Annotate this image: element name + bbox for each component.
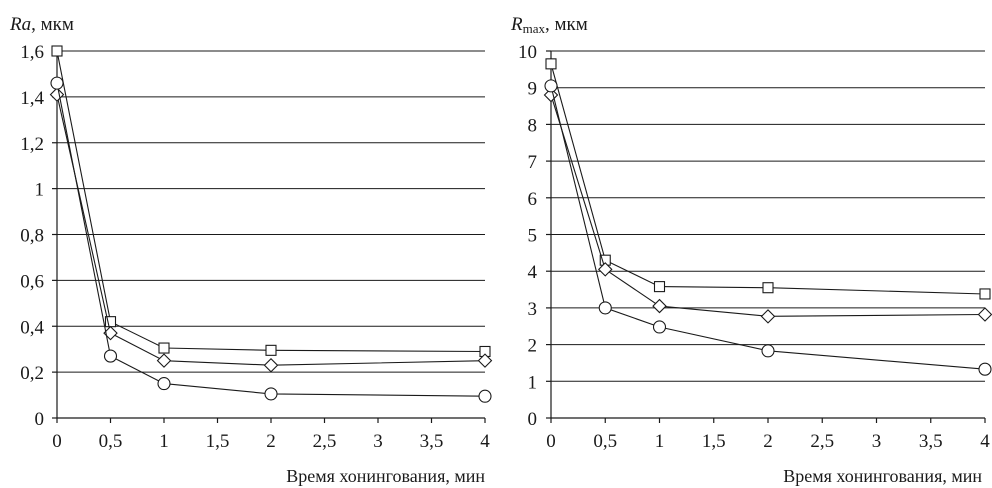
- x-tick-label: 2: [763, 431, 773, 452]
- y-tick-label: 1: [35, 180, 45, 201]
- x-tick-label: 2: [266, 431, 276, 452]
- x-tick-label: 3: [872, 431, 882, 452]
- data-point-circle: [264, 387, 278, 401]
- y-tick-label: 0,4: [20, 317, 44, 338]
- x-axis-label: Время хонингования, мин: [286, 466, 485, 486]
- x-tick-label: 3,5: [919, 431, 943, 452]
- y-tick-label: 0,8: [20, 226, 44, 247]
- chart-ra: 0 0,2 0,4 0,6 0,8 1 1,2 1,4 1,6 0 0,5 1 1,5 2 2,5 3 3,5 4…: [9, 14, 493, 486]
- y-tick-label: 1: [528, 372, 538, 393]
- data-point-diamond: [263, 357, 279, 373]
- data-point-diamond: [597, 262, 613, 277]
- chart-rmax: 0 1 2 3 4 5 6 7 8 9 10 0 0,5 1 1,5 2 2,5 3 3,5 4 Rmax, мкм Вр…: [510, 14, 992, 486]
- y-axis-label-unit: , мкм: [31, 14, 74, 35]
- series-line-circle: [550, 85, 986, 370]
- x-tick-label: 4: [480, 431, 490, 452]
- x-tick-label: 1,5: [206, 431, 230, 452]
- series-line-square: [56, 50, 486, 353]
- data-point-diamond: [103, 325, 118, 341]
- x-tick-label: 1: [159, 431, 169, 452]
- series-line-square: [550, 63, 986, 295]
- y-tick-label: 1,2: [20, 134, 44, 155]
- y-axis-label-symbol: R: [510, 14, 523, 35]
- x-tick-label: 2,5: [313, 431, 337, 452]
- x-tick-label: 0,5: [99, 431, 123, 452]
- data-point-square: [653, 281, 666, 293]
- y-tick-label: 2: [528, 336, 538, 357]
- x-tick-label: 2,5: [810, 431, 834, 452]
- y-tick-label: 0: [528, 409, 538, 430]
- data-point-square: [545, 58, 557, 70]
- y-axis-label-unit: , мкм: [545, 14, 588, 35]
- data-point-diamond: [977, 307, 992, 322]
- y-tick-label: 9: [528, 79, 538, 100]
- data-point-circle: [50, 76, 64, 90]
- data-point-square: [979, 288, 991, 300]
- x-tick-label: 1: [655, 431, 665, 452]
- data-point-diamond: [477, 353, 493, 368]
- data-point-circle: [478, 389, 492, 403]
- y-tick-label: 4: [528, 262, 538, 283]
- x-tick-label: 0,5: [593, 431, 617, 452]
- y-axis-label-subscript: max: [523, 21, 546, 36]
- data-point-circle: [761, 344, 775, 358]
- series-line-diamond: [56, 94, 486, 366]
- x-axis-label: Время хонингования, мин: [783, 466, 982, 486]
- data-point-circle: [652, 320, 667, 334]
- data-point-diamond: [156, 353, 172, 368]
- data-point-circle: [598, 301, 612, 315]
- y-tick-label: 0: [35, 409, 45, 430]
- y-axis-label: Ra, мкм: [9, 14, 74, 35]
- data-point-square: [158, 342, 170, 354]
- y-tick-label: 0,2: [20, 363, 44, 384]
- data-point-circle: [978, 362, 992, 376]
- data-point-circle: [544, 79, 558, 93]
- y-axis-label: Rmax, мкм: [510, 14, 588, 36]
- y-tick-label: 1,6: [20, 42, 44, 63]
- data-point-circle: [103, 349, 118, 363]
- y-tick-label: 8: [528, 115, 538, 136]
- y-tick-label: 6: [528, 189, 538, 210]
- y-tick-label: 10: [518, 42, 537, 63]
- x-tick-label: 4: [980, 431, 990, 452]
- y-tick-label: 3: [528, 299, 538, 320]
- x-tick-label: 0: [546, 431, 556, 452]
- x-tick-label: 1,5: [702, 431, 726, 452]
- y-tick-label: 7: [528, 152, 538, 173]
- data-point-square: [51, 45, 63, 57]
- data-point-diamond: [652, 298, 667, 314]
- data-point-circle: [157, 377, 171, 391]
- data-point-square: [265, 344, 277, 356]
- y-tick-label: 0,6: [20, 271, 44, 292]
- y-tick-label: 5: [528, 226, 538, 247]
- y-axis-label-symbol: Ra: [9, 14, 31, 35]
- data-point-square: [762, 282, 774, 294]
- y-tick-label: 1,4: [20, 88, 44, 109]
- x-tick-label: 3,5: [420, 431, 444, 452]
- data-point-diamond: [760, 309, 776, 324]
- data-point-diamond: [49, 87, 65, 102]
- x-tick-label: 0: [52, 431, 62, 452]
- x-tick-label: 3: [373, 431, 383, 452]
